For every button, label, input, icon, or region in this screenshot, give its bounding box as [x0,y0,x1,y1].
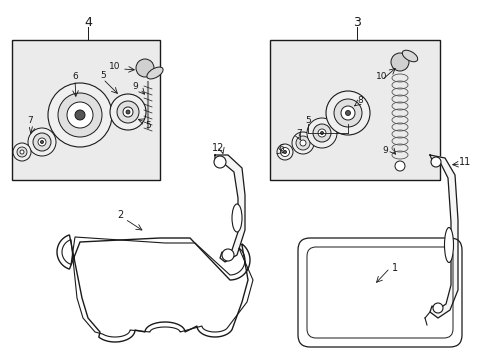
Circle shape [58,93,102,137]
Ellipse shape [231,204,242,232]
Text: 5: 5 [305,116,310,125]
Circle shape [48,83,112,147]
Circle shape [317,129,325,137]
Text: 7: 7 [27,116,33,125]
Ellipse shape [444,228,452,262]
Circle shape [283,150,286,153]
Circle shape [325,91,369,135]
Circle shape [306,118,336,148]
Circle shape [333,99,361,127]
Text: 9: 9 [132,81,138,90]
Text: 8: 8 [356,95,362,104]
Circle shape [345,111,350,116]
Circle shape [126,110,130,114]
Circle shape [432,303,442,313]
Text: 11: 11 [458,157,470,167]
Circle shape [291,132,313,154]
Circle shape [214,156,225,168]
Circle shape [20,150,24,154]
Circle shape [394,161,404,171]
Circle shape [33,133,51,151]
Circle shape [13,143,31,161]
Circle shape [17,147,27,157]
Circle shape [222,249,234,261]
Circle shape [430,157,440,167]
Circle shape [67,102,93,128]
Bar [12,40,160,180]
Circle shape [110,94,146,130]
Circle shape [299,140,305,146]
Ellipse shape [146,67,163,79]
Circle shape [41,140,43,144]
Circle shape [390,53,408,71]
Circle shape [123,107,133,117]
Text: 12: 12 [211,143,224,153]
Text: 4: 4 [84,15,92,28]
Text: 10: 10 [109,62,121,71]
Circle shape [312,124,330,142]
Circle shape [117,101,139,123]
Polygon shape [215,155,244,262]
Text: 5: 5 [145,121,151,130]
Circle shape [320,131,323,135]
Text: 7: 7 [296,129,301,138]
Circle shape [276,144,292,160]
Text: 5: 5 [100,71,106,80]
Text: 10: 10 [375,72,387,81]
Text: 1: 1 [391,263,397,273]
Circle shape [340,106,354,120]
Text: 6: 6 [278,144,284,153]
Text: 6: 6 [72,72,78,81]
Bar [269,40,439,180]
Text: 2: 2 [117,210,123,220]
Circle shape [38,138,46,146]
Circle shape [28,128,56,156]
Text: 3: 3 [352,15,360,28]
Text: 9: 9 [381,145,387,154]
Circle shape [136,59,154,77]
Ellipse shape [402,50,417,62]
Polygon shape [429,155,457,318]
Circle shape [280,148,289,157]
Circle shape [295,136,309,150]
Circle shape [75,110,85,120]
